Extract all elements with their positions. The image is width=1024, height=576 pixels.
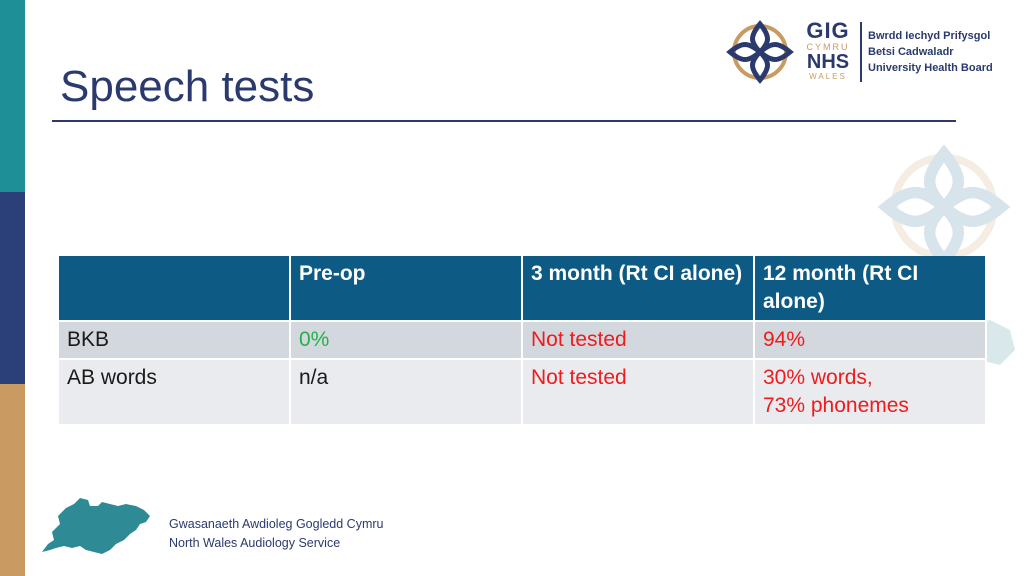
logo-divider xyxy=(860,22,862,82)
cell-bkb-preop: 0% xyxy=(290,321,523,360)
cell-ab-12-month-line2: 73% phonemes xyxy=(763,394,909,417)
side-bar-teal xyxy=(0,0,25,192)
org-line-2: Betsi Cadwaladr xyxy=(868,46,954,58)
row-label-ab-words: AB words xyxy=(59,359,291,426)
footer-line-english: North Wales Audiology Service xyxy=(169,536,341,550)
org-line-3: University Health Board xyxy=(868,62,993,74)
cell-ab-12-month-line1: 30% words, xyxy=(763,366,873,389)
table-header-row: Pre-op 3 month (Rt CI alone) 12 month (R… xyxy=(59,256,987,322)
cell-bkb-3-month: Not tested xyxy=(522,321,755,360)
footer-service-name: Gwasanaeth Awdioleg Gogledd Cymru North … xyxy=(169,515,383,553)
org-name: Bwrdd Iechyd Prifysgol Betsi Cadwaladr U… xyxy=(868,28,1018,76)
header-3-month: 3 month (Rt CI alone) xyxy=(522,256,755,322)
cell-ab-3-month: Not tested xyxy=(522,359,755,426)
org-line-1: Bwrdd Iechyd Prifysgol xyxy=(868,30,991,42)
table-row: AB words n/a Not tested 30% words, 73% p… xyxy=(59,359,987,426)
cell-bkb-12-month-line1: 94% xyxy=(763,328,806,351)
footer-line-welsh: Gwasanaeth Awdioleg Gogledd Cymru xyxy=(169,517,384,531)
title-underline xyxy=(52,120,956,122)
north-wales-map-icon xyxy=(42,498,150,554)
table-row: BKB 0% Not tested 94% xyxy=(59,321,987,360)
side-bar-navy xyxy=(0,192,25,384)
cell-bkb-12-month: 94% xyxy=(754,321,987,360)
wales-text: WALES xyxy=(809,72,847,81)
celtic-knot-icon xyxy=(726,20,794,84)
slide-title: Speech tests xyxy=(60,62,315,111)
background-knot-icon xyxy=(877,144,1011,270)
gig-nhs-wordmark: GIG CYMRU NHS WALES xyxy=(802,18,854,82)
row-label-bkb: BKB xyxy=(59,321,291,360)
gig-text: GIG xyxy=(806,18,850,43)
nhs-text: NHS xyxy=(806,51,850,73)
health-board-logo: GIG CYMRU NHS WALES Bwrdd Iechyd Prifysg… xyxy=(724,14,1014,84)
speech-tests-table: Pre-op 3 month (Rt CI alone) 12 month (R… xyxy=(59,256,987,426)
cell-ab-12-month: 30% words, 73% phonemes xyxy=(754,359,987,426)
cymru-text: CYMRU xyxy=(806,42,850,52)
side-bar-tan xyxy=(0,384,25,576)
header-empty xyxy=(59,256,291,322)
cell-ab-preop: n/a xyxy=(290,359,523,426)
header-preop: Pre-op xyxy=(290,256,523,322)
header-12-month: 12 month (Rt CI alone) xyxy=(754,256,987,322)
